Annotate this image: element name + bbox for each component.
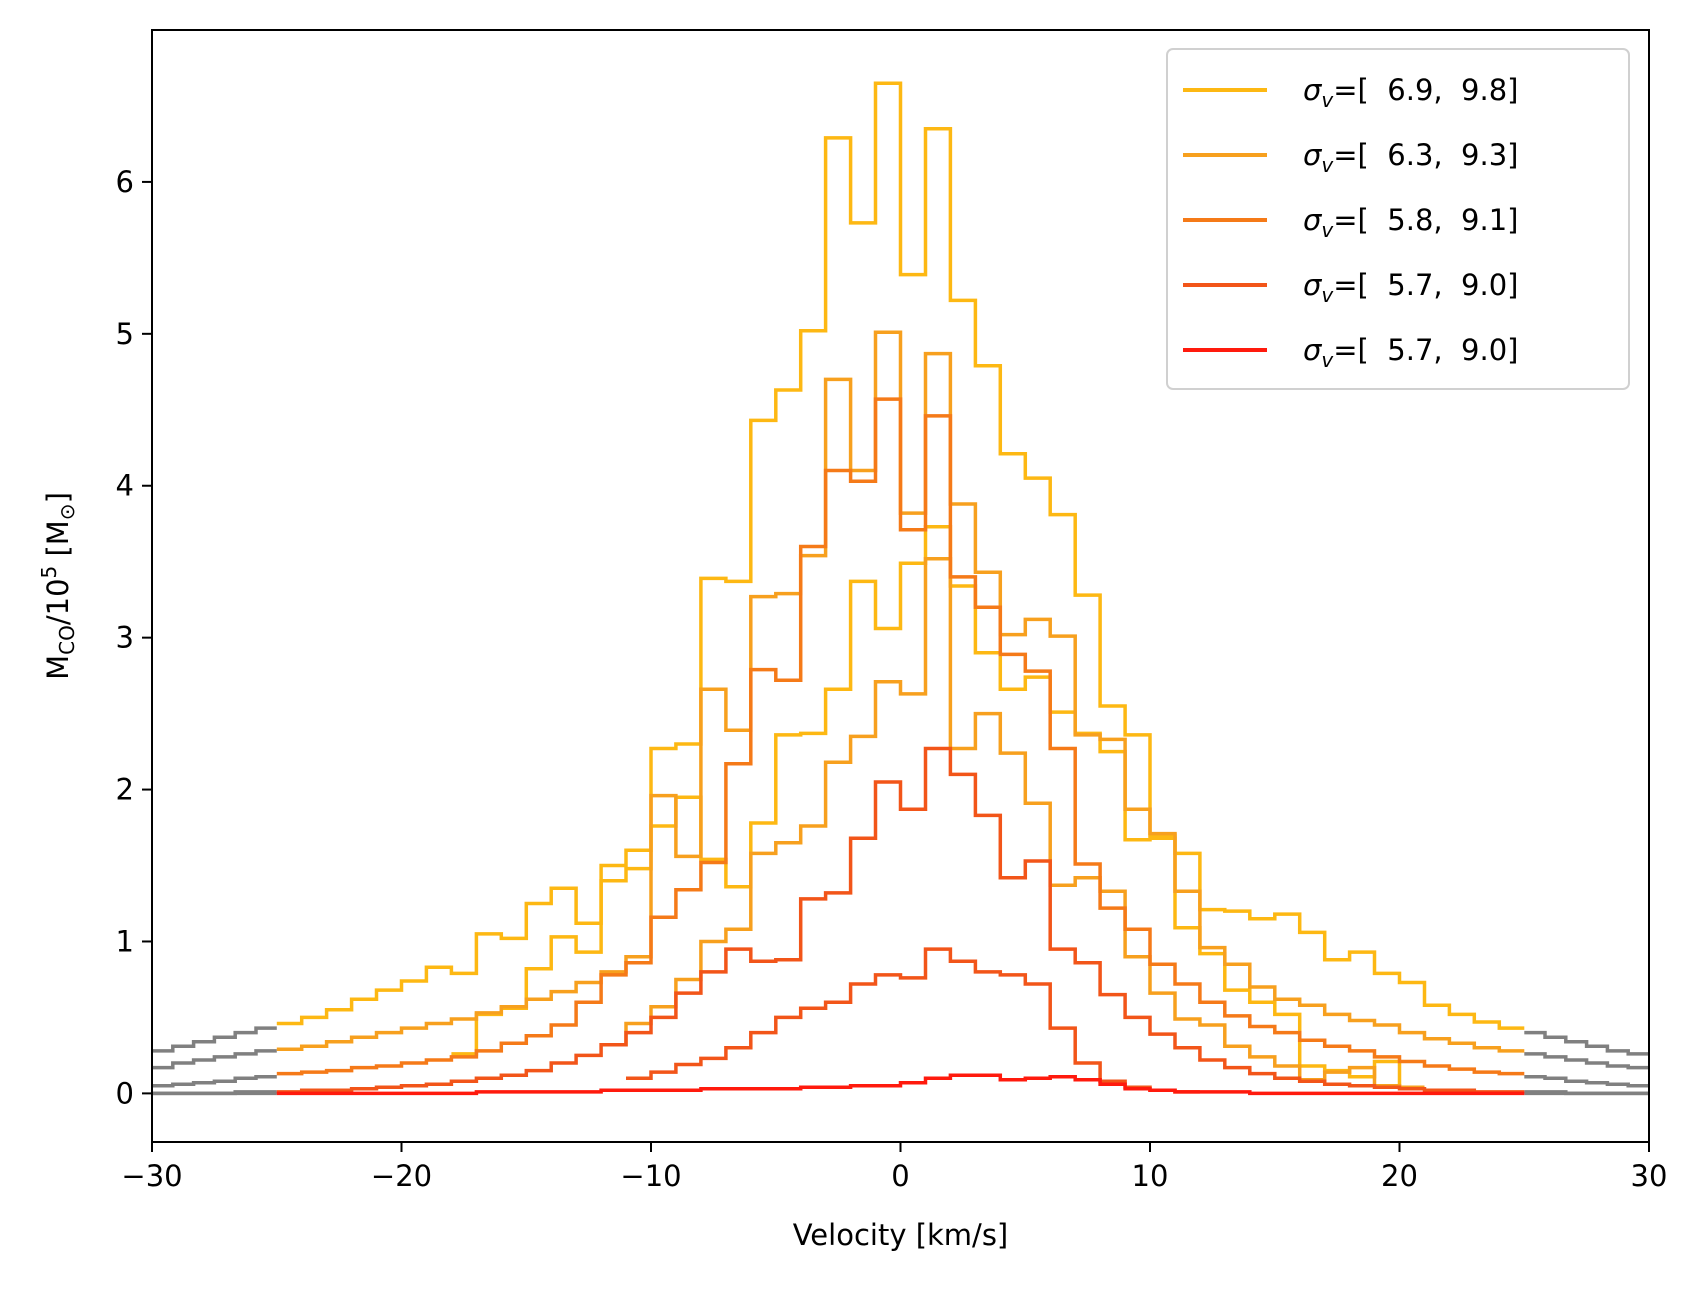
x-tick-label: −30 [121, 1159, 182, 1193]
x-tick-label: −10 [620, 1159, 681, 1193]
y-axis-ticks: 0 1 2 3 4 5 6 [116, 165, 152, 1110]
x-tick-label: −20 [371, 1159, 432, 1193]
y-tick-label: 2 [116, 773, 134, 807]
outside-right-wing-2 [1524, 1052, 1649, 1070]
x-tick-label: 20 [1381, 1159, 1418, 1193]
x-tick-label: 0 [891, 1159, 909, 1193]
legend-label-4: σv=[ 5.7, 9.0] [1303, 268, 1519, 307]
x-tick-label: 30 [1631, 1159, 1668, 1193]
legend: σv=[ 6.9, 9.8] σv=[ 6.3, 9.3] σv=[ 5.8, 9.… [1166, 48, 1630, 390]
y-tick-label: 5 [116, 317, 134, 351]
y-label-unit: [M [41, 520, 75, 566]
y-label-base: M [41, 655, 75, 680]
y-label-sub: CO [55, 625, 79, 655]
outside-left-wing-2 [152, 1049, 277, 1070]
y-tick-label: 4 [116, 469, 134, 503]
y-label-sup: 5 [37, 566, 61, 579]
y-tick-label: 1 [116, 924, 134, 958]
legend-label-2: σv=[ 6.3, 9.3] [1303, 138, 1519, 177]
series-line-4 [276, 746, 1525, 1094]
y-label-close: ] [41, 492, 75, 503]
x-axis-ticks: −30 −20 −10 0 10 20 30 [121, 1142, 1667, 1193]
x-tick-label: 10 [1132, 1159, 1169, 1193]
legend-label-5: σv=[ 5.7, 9.0] [1303, 333, 1519, 372]
legend-label-1: σv=[ 6.9, 9.8] [1303, 73, 1519, 112]
series-layer [152, 81, 1649, 1096]
y-axis-label: MCO/105 [M⊙] [37, 492, 79, 680]
inner-step-line-3 [626, 947, 1200, 1094]
legend-label-3: σv=[ 5.8, 9.1] [1303, 203, 1519, 242]
x-axis-label: Velocity [km/s] [793, 1218, 1009, 1252]
inner-step-line-1 [451, 525, 1425, 1090]
outside-right-wing-1 [1524, 1030, 1649, 1056]
y-label-unit-sub: ⊙ [55, 503, 79, 520]
series-line-3 [276, 397, 1525, 1076]
outside-left-wing-1 [152, 1026, 277, 1053]
y-tick-label: 6 [116, 165, 134, 199]
series-line-1 [276, 81, 1525, 1030]
outside-left-wing-3 [152, 1074, 277, 1088]
y-tick-label: 3 [116, 621, 134, 655]
outside-right-wing-3 [1524, 1074, 1649, 1088]
series-line-5 [276, 1073, 1525, 1096]
y-tick-label: 0 [116, 1076, 134, 1110]
y-label-mid: /10 [41, 578, 75, 625]
legend-box [1166, 48, 1630, 390]
inner-step-line-2 [601, 556, 1425, 1090]
